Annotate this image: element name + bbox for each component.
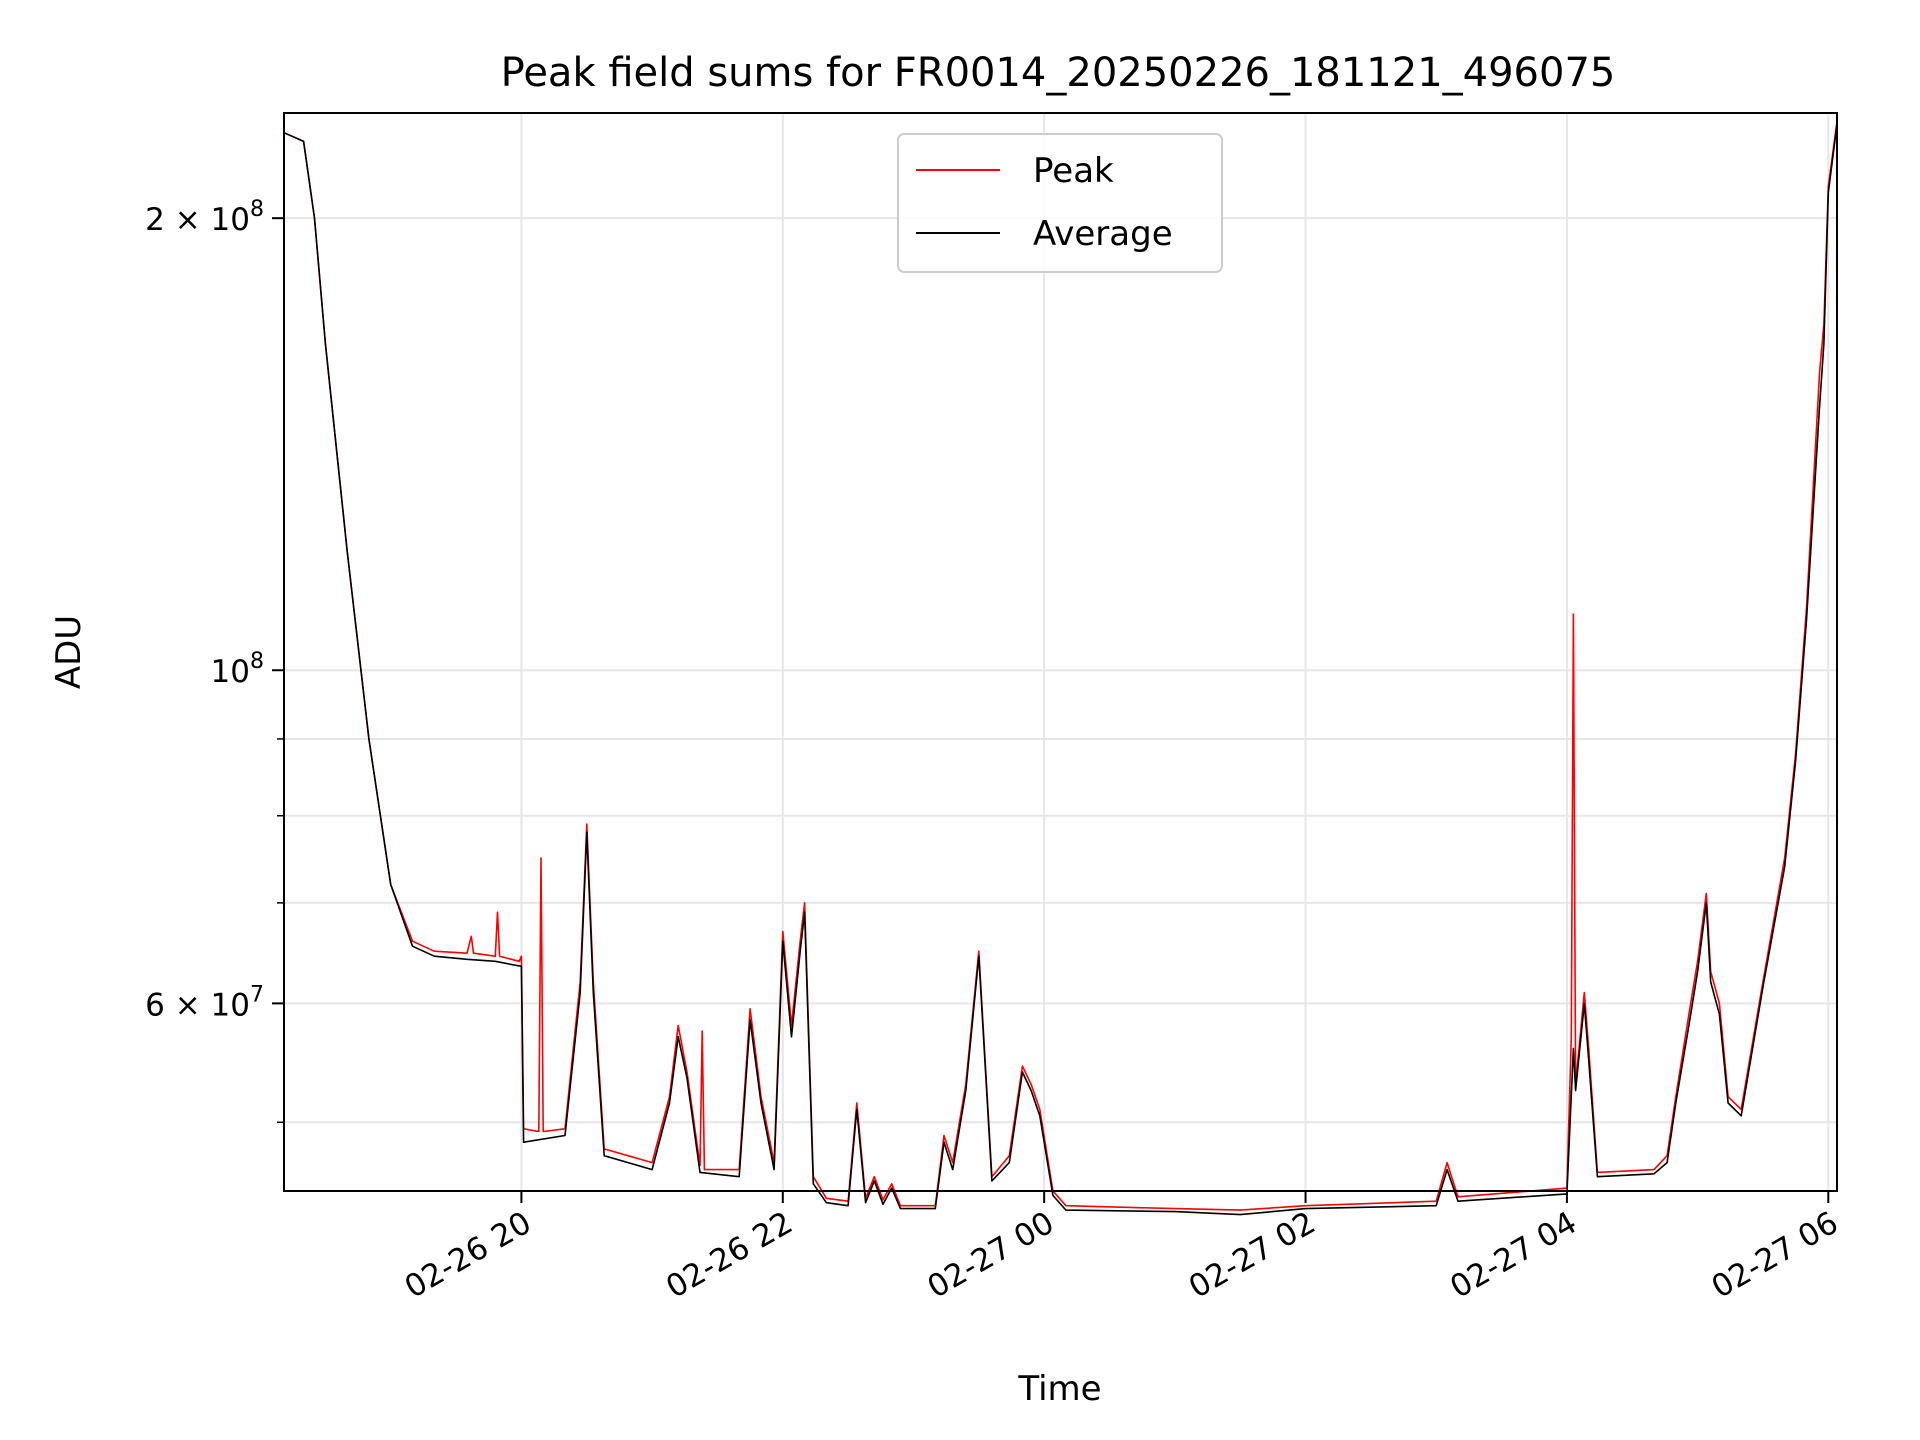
series-group <box>283 121 1838 1216</box>
legend-box <box>897 133 1223 273</box>
chart-title: Peak field sums for FR0014_20250226_1811… <box>501 50 1616 96</box>
y-ticks: 6 × 107 108 2 × 108 <box>145 197 284 1124</box>
x-axis-label: Time <box>1017 1369 1101 1409</box>
series-line-average <box>283 124 1838 1216</box>
y-axis-label: ADU <box>49 615 89 689</box>
legend-label-average: Average <box>1033 214 1173 254</box>
y-tick-label: 108 <box>211 649 264 690</box>
legend-label-peak: Peak <box>1033 151 1114 191</box>
y-tick-label: 2 × 108 <box>145 197 264 238</box>
series-line-peak <box>283 121 1838 1211</box>
y-tick-label: 6 × 107 <box>145 982 264 1023</box>
plot-frame <box>283 112 1838 1192</box>
legend: Peak Average <box>897 133 1223 273</box>
